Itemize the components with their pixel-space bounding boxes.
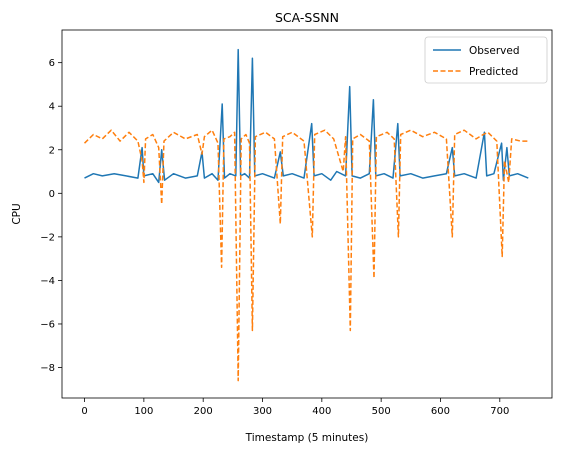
x-tick-label: 0: [81, 406, 87, 417]
x-tick-label: 400: [312, 406, 331, 417]
y-tick-label: 4: [49, 102, 55, 113]
y-tick-label: −2: [40, 232, 55, 243]
legend: Observed Predicted: [424, 36, 548, 84]
y-axis-label: CPU: [11, 203, 23, 224]
y-tick-label: −8: [40, 363, 55, 374]
x-tick-label: 500: [372, 406, 391, 417]
x-tick-label: 300: [253, 406, 272, 417]
chart-title: SCA-SSNN: [275, 10, 339, 25]
x-tick-label: 100: [134, 406, 153, 417]
y-tick-label: 2: [49, 145, 55, 156]
series-line-observed: [84, 48, 529, 184]
y-tick-label: −6: [40, 319, 55, 330]
y-tick-label: 0: [49, 189, 55, 200]
series-line-predicted: [83, 129, 529, 382]
y-tick-label: −4: [40, 276, 55, 287]
x-tick-label: 600: [431, 406, 450, 417]
x-tick-label: 200: [194, 406, 213, 417]
x-axis-label: Timestamp (5 minutes): [245, 432, 369, 444]
y-axis: −8 −6 −4 −2 0 2 4 6: [40, 58, 62, 374]
plot-frame: [61, 29, 553, 399]
legend-label-predicted: Predicted: [469, 66, 518, 78]
x-axis: 0 100 200 300 400 500 600 700: [81, 398, 509, 417]
legend-label-observed: Observed: [469, 45, 520, 57]
y-tick-label: 6: [49, 58, 55, 69]
x-tick-label: 700: [490, 406, 509, 417]
plot-area: [83, 48, 529, 382]
